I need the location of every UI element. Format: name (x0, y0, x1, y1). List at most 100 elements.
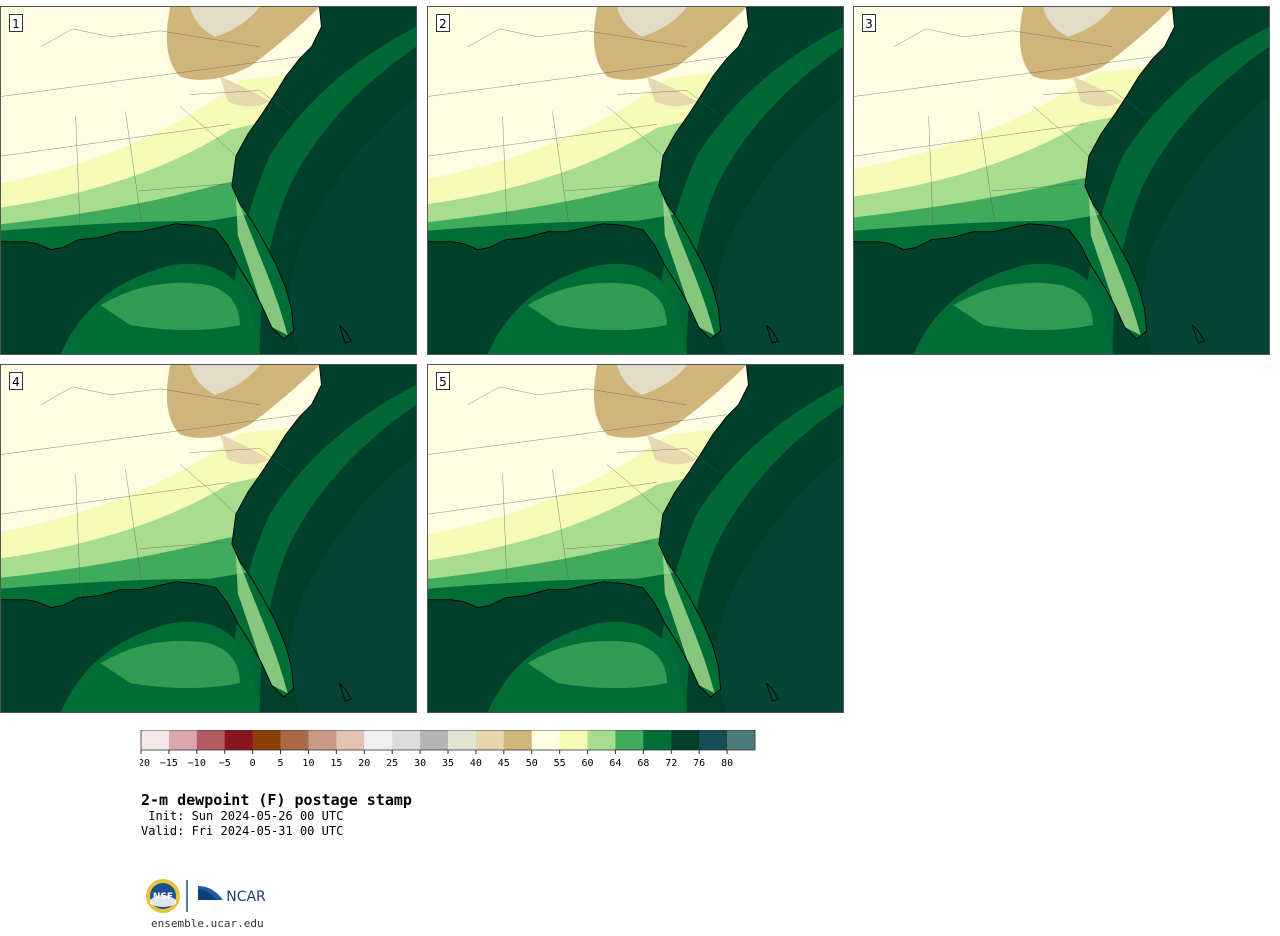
state-border (125, 469, 143, 586)
colorbar-swatch (224, 730, 253, 750)
colorbar-swatch (699, 730, 728, 750)
dewpoint-map-3 (854, 7, 1269, 354)
colorbar-swatch (196, 730, 226, 750)
colorbar-tick-label: 64 (609, 758, 621, 769)
postage-stamp-panel-1: 1 (0, 6, 417, 355)
state-border (978, 111, 996, 228)
state-border (138, 541, 225, 550)
state-border (1043, 90, 1145, 115)
gulf-band (100, 282, 240, 331)
gulf-band (527, 640, 667, 689)
state-border (40, 28, 111, 47)
state-border (537, 388, 687, 406)
state-border (552, 111, 570, 228)
state-border (467, 386, 538, 405)
colorbar-swatch (587, 730, 616, 750)
ncar-logo-text: NCAR (226, 889, 266, 905)
state-border (565, 183, 652, 192)
island-outline (765, 324, 779, 344)
state-border (502, 116, 508, 242)
nsf-logo: NSF (146, 879, 180, 913)
mountain-dry-area (617, 365, 687, 395)
state-border (1, 482, 230, 515)
ocean-band (1142, 96, 1269, 354)
island-outline (765, 682, 779, 702)
colorbar-swatch (308, 730, 337, 750)
colorbar-swatch (392, 730, 421, 750)
colorbar-swatch (448, 730, 477, 750)
state-border (1, 414, 300, 455)
state-border (467, 28, 538, 47)
colorbar-tick-label: 0 (250, 758, 256, 769)
panel-number-label: 5 (436, 372, 450, 390)
colorbar-swatch (615, 730, 644, 750)
nsf-ncar-logos: NSF NCAR (146, 879, 266, 913)
mountain-dry-area (190, 7, 260, 37)
state-border (75, 474, 81, 600)
coastline (1, 365, 322, 698)
colorbar-tick-label: 55 (554, 758, 566, 769)
colorbar-tick-label: −10 (188, 758, 206, 769)
colorbar-tick-label: 25 (386, 758, 398, 769)
colorbar-tick-label: 68 (637, 758, 649, 769)
init-time: Init: Sun 2024-05-26 00 UTC (141, 809, 344, 823)
state-border (537, 30, 687, 48)
state-border (179, 464, 237, 515)
mountain-dry-area (1043, 7, 1113, 37)
state-border (606, 106, 664, 157)
postage-stamp-panel-3: 3 (853, 6, 1270, 355)
island-outline (1191, 324, 1205, 344)
state-border (40, 386, 111, 405)
state-border (428, 414, 727, 455)
colorbar-tick-label: 80 (721, 758, 733, 769)
panel-number-label: 1 (9, 14, 23, 32)
island-outline (338, 324, 352, 344)
colorbar-tick-label: 60 (582, 758, 594, 769)
colorbar-swatch (559, 730, 588, 750)
dewpoint-map-1 (1, 7, 416, 354)
dewpoint-colorbar: −20 −15 −10 −5 0 5 10 15 20 25 30 35 40 45 50 55 60 64 68 7… (140, 730, 756, 769)
panel-number-label: 2 (436, 14, 450, 32)
state-border (110, 30, 260, 48)
colorbar-tick-label: 5 (278, 758, 284, 769)
island-outline (338, 682, 352, 702)
colorbar-swatch (643, 730, 672, 750)
state-border (893, 28, 964, 47)
state-border (606, 464, 664, 515)
dewpoint-map-4 (1, 365, 416, 712)
state-border (502, 474, 508, 600)
state-border (179, 106, 237, 157)
website-url: ensemble.ucar.edu (151, 917, 264, 930)
state-border (428, 56, 727, 97)
colorbar-swatch (336, 730, 365, 750)
coastline (1, 7, 322, 340)
colorbar-swatch (168, 730, 198, 750)
colorbar-swatch (364, 730, 393, 750)
state-border (138, 183, 225, 192)
mountain-dry-area (617, 7, 687, 37)
colorbar-tick-label: 45 (498, 758, 510, 769)
colorbar-swatch (727, 730, 756, 750)
state-border (190, 448, 292, 473)
ocean-band (716, 96, 843, 354)
state-border (110, 388, 260, 406)
state-border (991, 183, 1078, 192)
colorbar-swatch (420, 730, 449, 750)
colorbar-swatch (671, 730, 700, 750)
ocean-band (289, 96, 416, 354)
state-border (428, 482, 657, 515)
figure-title: 2-m dewpoint (F) postage stamp (141, 791, 412, 809)
state-border (617, 90, 719, 115)
coastline (428, 365, 749, 698)
state-border (1032, 106, 1090, 157)
state-border (854, 124, 1083, 157)
state-border (617, 448, 719, 473)
ocean-band (289, 454, 416, 712)
gulf-band (100, 640, 240, 689)
mountain-dry-area (190, 365, 260, 395)
state-border (854, 56, 1153, 97)
nsf-logo-text: NSF (153, 892, 173, 902)
postage-stamp-panel-5: 5 (427, 364, 844, 713)
colorbar-tick-label: 50 (526, 758, 538, 769)
colorbar-swatch (280, 730, 309, 750)
